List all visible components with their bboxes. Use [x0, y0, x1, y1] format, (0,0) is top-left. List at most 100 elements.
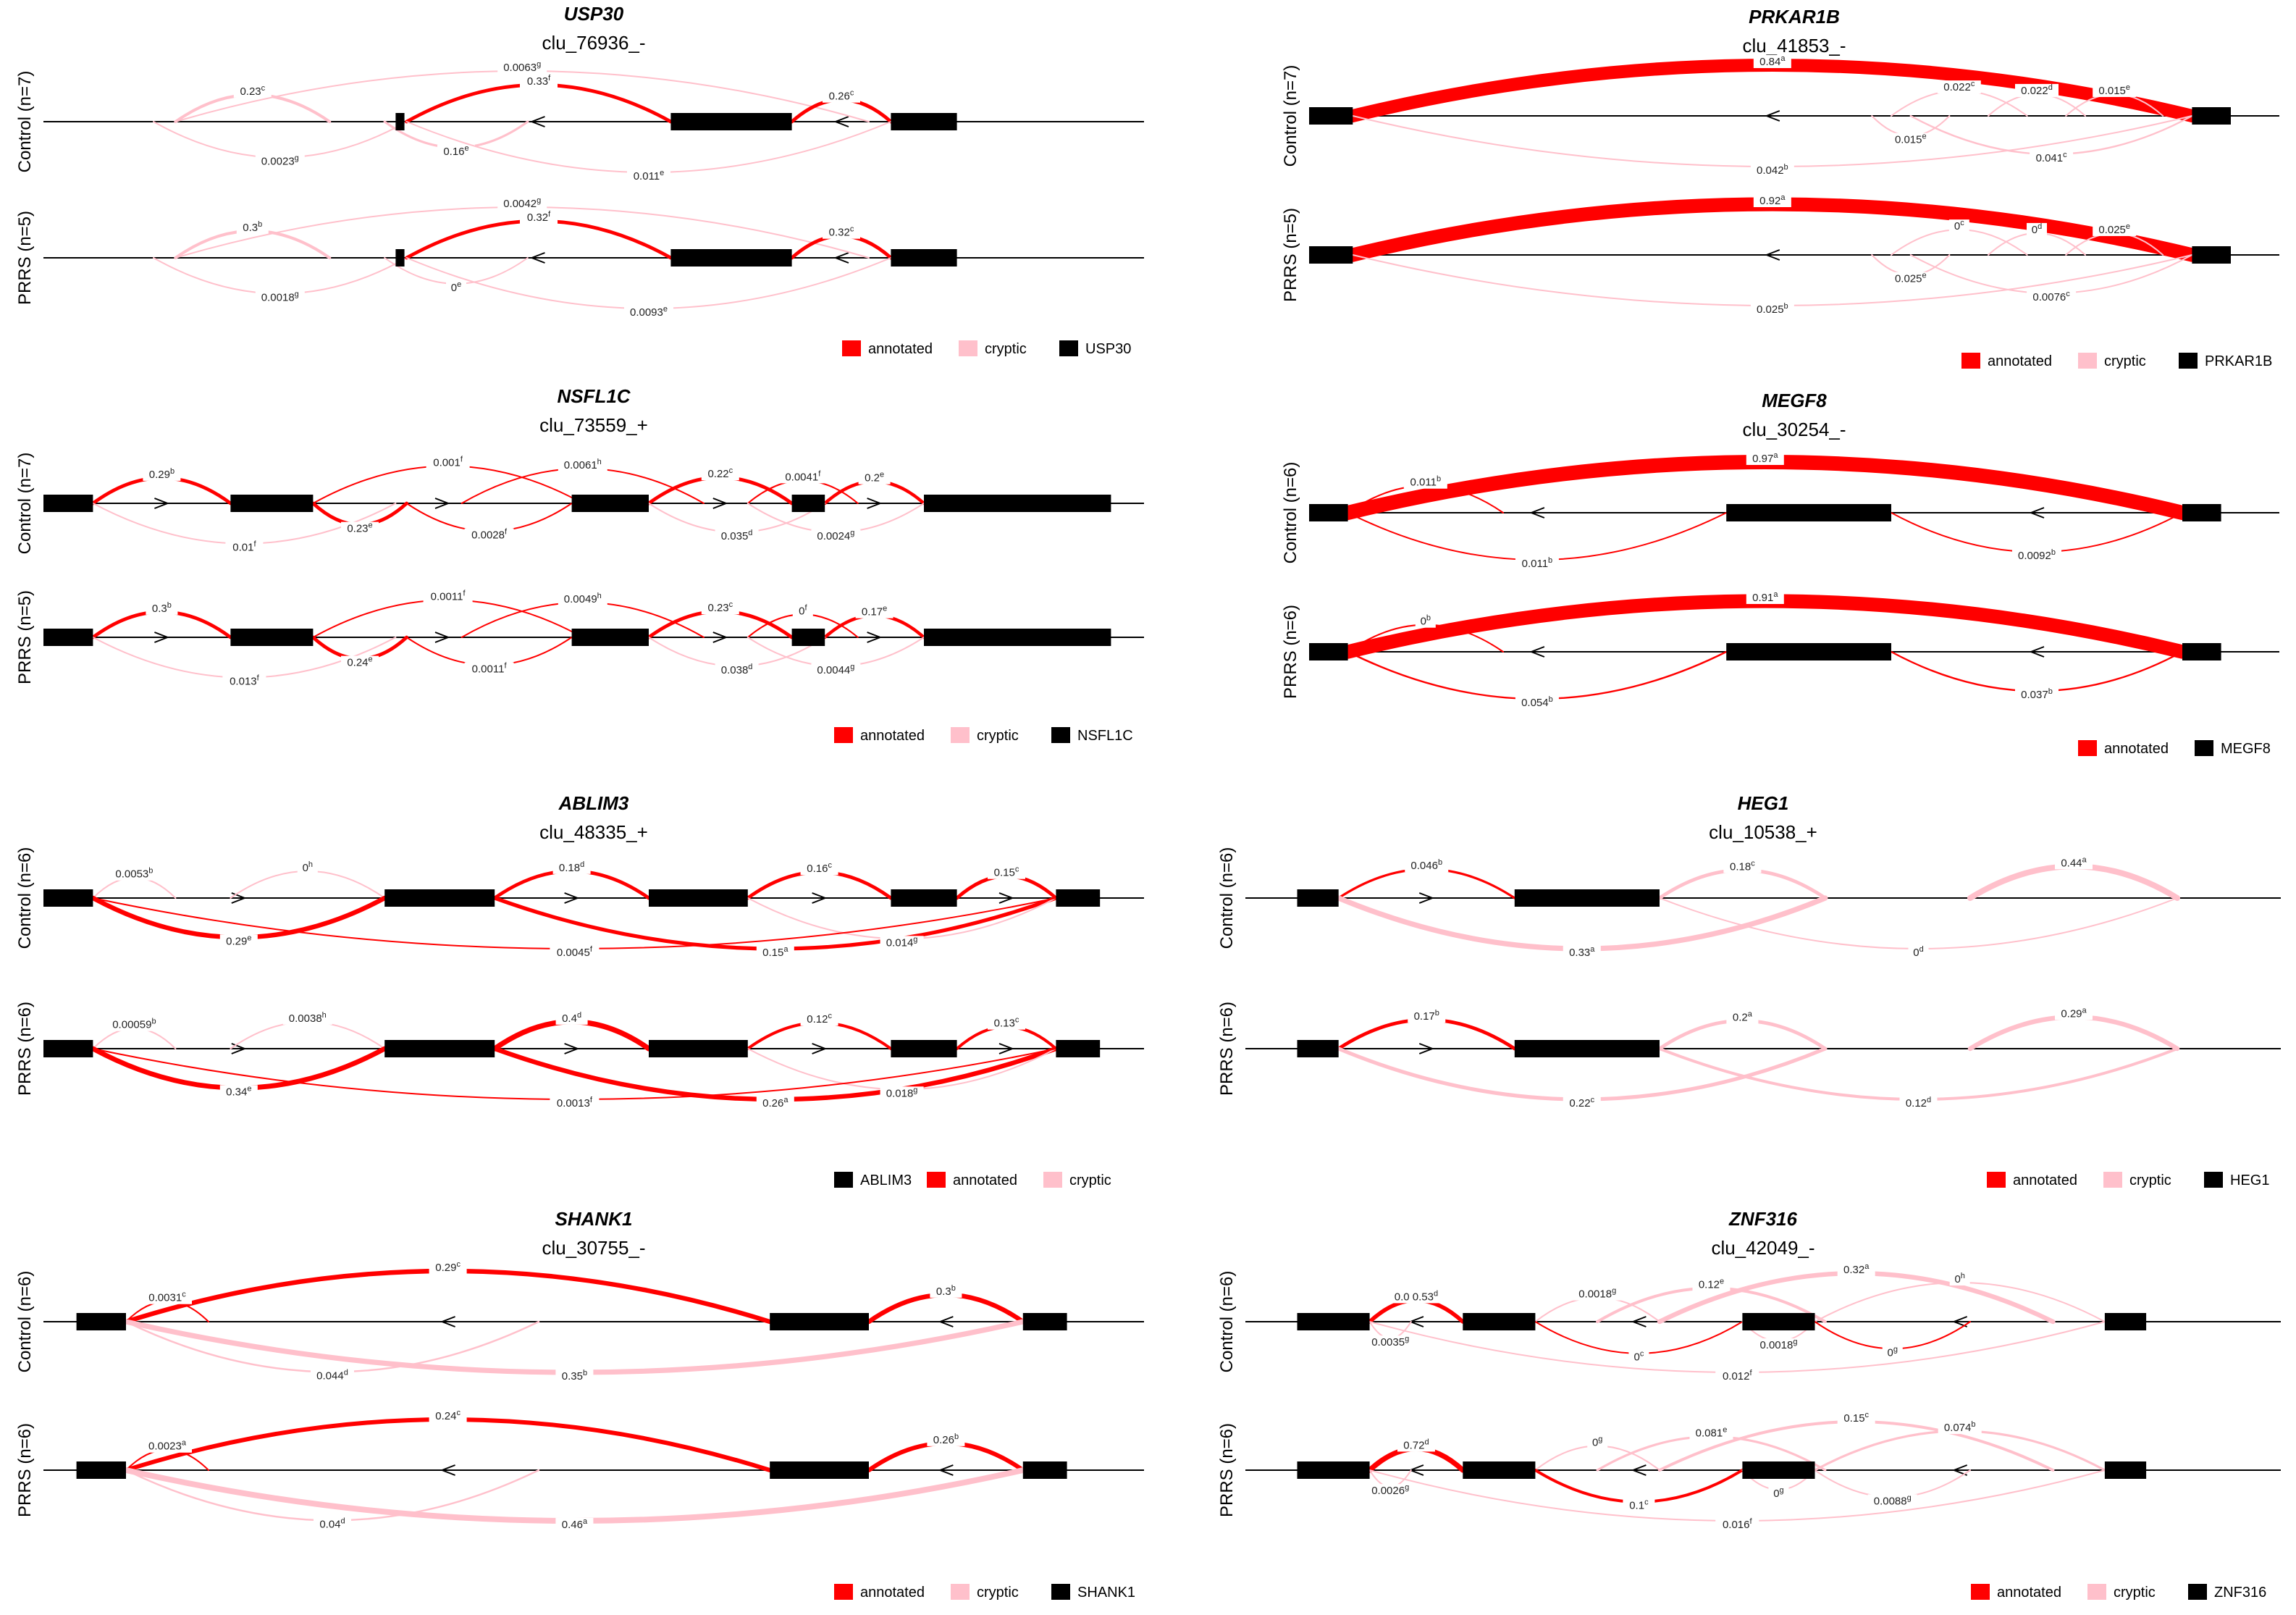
- exon: [891, 249, 957, 267]
- junction-value: 0: [1773, 1488, 1779, 1500]
- junction-arc-cryptic: [384, 257, 529, 285]
- exon: [670, 113, 792, 130]
- junction-label: 0.32a: [1843, 1262, 1870, 1276]
- junction-label: 0.0026g: [1371, 1483, 1409, 1497]
- junction-value: 0.3: [936, 1285, 951, 1298]
- label-bg: [341, 655, 379, 669]
- junction-value: 0.0042: [503, 198, 537, 210]
- junction-label: 0.22c: [1569, 1096, 1594, 1109]
- junction-value: 0.33: [527, 75, 548, 88]
- junction-sig: b: [1548, 556, 1552, 565]
- junction-sig: b: [954, 1432, 959, 1441]
- strand-arrow: [938, 1464, 954, 1476]
- junction-label: 0.074b: [1944, 1420, 1976, 1434]
- junction-sig: a: [1590, 945, 1595, 954]
- junction-value: 0.23: [240, 85, 261, 98]
- exon: [2182, 504, 2221, 521]
- junction-label: 0.29c: [435, 1260, 461, 1274]
- junction-sig: f: [1749, 1369, 1752, 1377]
- junction-label: 0.92a: [1759, 193, 1786, 207]
- junction-value: 0.0023: [148, 1440, 182, 1453]
- label-bg: [930, 1284, 962, 1298]
- junction-label: 0.013f: [230, 674, 260, 688]
- strand-arrow: [1631, 1464, 1647, 1476]
- junction-sig: b: [1438, 858, 1442, 867]
- legend-swatch: [834, 1584, 853, 1600]
- junction-label: 0.00059b: [112, 1018, 156, 1031]
- junction-sig: e: [247, 1084, 251, 1093]
- label-bg: [1746, 452, 1784, 465]
- junction-sig: g: [850, 529, 854, 537]
- junction-label: 0.0 0.53d: [1395, 1289, 1438, 1303]
- junction-sig: f: [590, 945, 593, 954]
- junction-value: 0.26: [933, 1434, 954, 1446]
- junction-arc-cryptic: [405, 257, 892, 309]
- label-bg: [2055, 856, 2093, 870]
- group-label: PRRS (n=6): [1217, 1002, 1237, 1096]
- junction-label: 0.24c: [435, 1409, 461, 1422]
- exon: [1514, 1040, 1660, 1057]
- label-bg: [1723, 860, 1762, 873]
- legend-label: annotated: [1997, 1585, 2061, 1601]
- junction-label: 0.16e: [443, 144, 468, 158]
- junction-value: 0.015: [1895, 134, 1922, 146]
- label-bg: [464, 528, 514, 542]
- junction-label: 0.0018g: [1759, 1338, 1797, 1351]
- junction-sig: e: [2126, 222, 2130, 231]
- junction-label: 0.12d: [1906, 1096, 1931, 1109]
- junction-sig: f: [257, 674, 260, 683]
- strand-arrow: [1529, 646, 1545, 658]
- junction-sig: f: [505, 528, 508, 537]
- junction-label: 0.2e: [865, 471, 884, 484]
- junction-label: 0.025e: [1895, 272, 1927, 285]
- junction-label: 0.054b: [1521, 695, 1553, 709]
- junction-value: 0.97: [1752, 453, 1773, 465]
- junction-arc-annotated: [492, 1046, 1059, 1102]
- junction-arc-cryptic: [405, 121, 892, 173]
- junction-label: 0.15c: [1843, 1411, 1869, 1425]
- legend-swatch: [1051, 1584, 1070, 1600]
- exon: [2104, 1313, 2147, 1330]
- label-bg: [880, 936, 924, 949]
- label-bg: [756, 946, 794, 959]
- track-prrs: PRRS (n=6) 0.00059b 0.0038h 0.4d 0.12c0.13c0…: [15, 1002, 1144, 1109]
- junction-sig: f: [818, 469, 821, 478]
- label-bg: [811, 663, 861, 676]
- exon: [1297, 889, 1339, 907]
- cluster-id: clu_42049_-: [1711, 1237, 1814, 1259]
- junction-sig: f: [504, 662, 507, 671]
- legend-swatch: [2087, 1584, 2106, 1600]
- label-bg: [1753, 194, 1791, 207]
- junction-value: 0.0035: [1371, 1336, 1405, 1348]
- junction-label: 0.012f: [1723, 1369, 1753, 1383]
- junction-label: 0.0042g: [503, 196, 541, 210]
- junction-sig: d: [344, 1368, 348, 1377]
- label-bg: [146, 601, 178, 615]
- strand-arrow: [1951, 1464, 1968, 1476]
- legend-label: annotated: [1988, 353, 2052, 369]
- junction-label: 0.0061h: [564, 458, 602, 471]
- group-label: Control (n=7): [15, 453, 35, 555]
- junction-sig: e: [369, 521, 373, 530]
- junction-sig: e: [880, 471, 884, 479]
- label-bg: [1888, 133, 1933, 146]
- junction-value: 0.3: [243, 222, 258, 234]
- junction-value: 0.15: [994, 867, 1015, 879]
- strand-arrow: [712, 632, 728, 643]
- label-bg: [1385, 1290, 1447, 1304]
- junction-sig: d: [1434, 1289, 1438, 1298]
- junction-value: 0.12: [807, 1013, 828, 1025]
- junction-arc-cryptic: [174, 229, 332, 259]
- junction-label: 0.46a: [562, 1517, 588, 1531]
- junction-value: 0.2: [1733, 1011, 1748, 1023]
- junction-arc-annotated: [823, 479, 926, 506]
- junction-arc-cryptic: [383, 120, 529, 149]
- junction-label: 0d: [1913, 945, 1923, 959]
- exon: [1056, 889, 1101, 907]
- junction-label: 0.15c: [994, 865, 1019, 879]
- cluster-id: clu_76936_-: [542, 32, 645, 54]
- junction-sig: e: [1720, 1278, 1724, 1286]
